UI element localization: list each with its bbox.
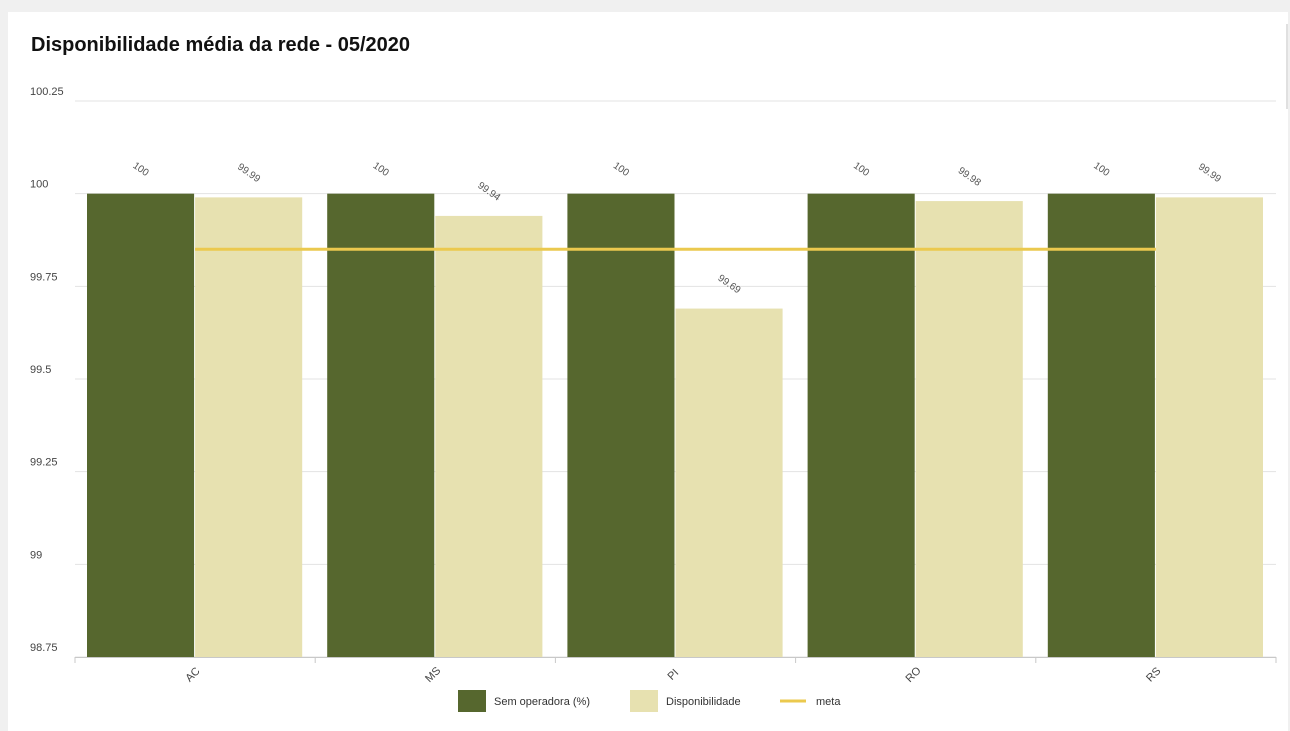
x-category-label: MS [423, 665, 443, 685]
y-tick-label: 99 [30, 549, 42, 561]
y-tick-label: 100 [30, 179, 48, 191]
scrollbar-edge [1286, 24, 1288, 109]
legend-swatch [458, 690, 486, 712]
bar [1047, 193, 1155, 657]
data-label: 99.69 [716, 273, 743, 297]
data-label: 100 [130, 160, 150, 179]
x-category-label: PI [665, 667, 681, 683]
y-tick-label: 99.5 [30, 364, 51, 376]
bar [327, 193, 435, 657]
legend-label: meta [816, 696, 841, 708]
data-label: 100 [851, 160, 871, 179]
y-tick-label: 99.75 [30, 271, 58, 283]
legend-label: Disponibilidade [666, 696, 741, 708]
bar [87, 193, 195, 657]
y-tick-label: 98.75 [30, 642, 58, 654]
data-label: 100 [371, 160, 391, 179]
data-label: 99.99 [235, 162, 262, 186]
data-label: 99.99 [1196, 162, 1223, 186]
bar [1155, 197, 1263, 657]
x-category-label: RO [904, 664, 924, 684]
bar [435, 215, 543, 657]
legend-label: Sem operadora (%) [494, 696, 590, 708]
x-category-label: RS [1144, 665, 1163, 684]
chart-title: Disponibilidade média da rede - 05/2020 [31, 34, 411, 56]
data-label: 100 [1091, 160, 1111, 179]
y-tick-label: 99.25 [30, 457, 58, 469]
y-tick-label: 100.25 [30, 86, 64, 98]
data-label: 99.98 [956, 165, 983, 189]
bar [807, 193, 915, 657]
data-label: 99.94 [475, 180, 502, 204]
legend-swatch [630, 690, 658, 712]
bar [567, 193, 675, 657]
data-label: 100 [611, 160, 631, 179]
bar [675, 308, 783, 657]
x-category-label: AC [183, 665, 202, 684]
bar [195, 197, 303, 657]
bar [915, 201, 1023, 657]
